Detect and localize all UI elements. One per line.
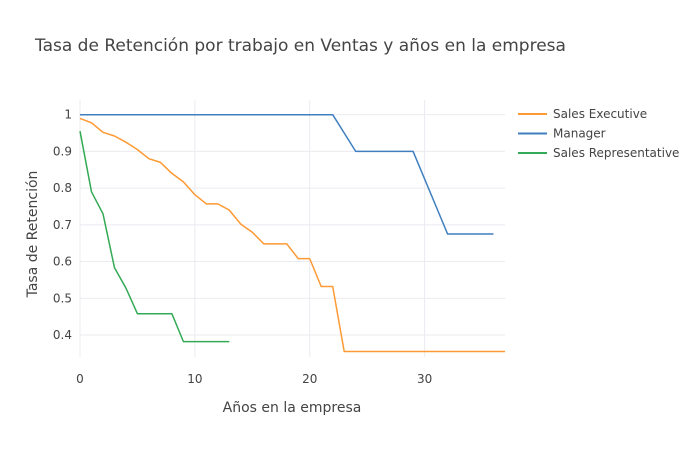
legend-item-manager[interactable]: Manager <box>518 127 606 141</box>
y-tick-label: 0.9 <box>53 144 72 158</box>
y-tick-label: 0.8 <box>53 181 72 195</box>
y-tick-label: 0.5 <box>53 291 72 305</box>
y-tick-label: 0.7 <box>53 218 72 232</box>
x-tick-label: 30 <box>417 372 432 386</box>
series-line-sales-executive[interactable] <box>79 117 505 353</box>
axis-ticks: 0.40.50.60.70.80.910 10 20 30 <box>53 108 432 386</box>
x-axis-title: Años en la empresa <box>223 400 362 416</box>
legend-item-sales-representative[interactable]: Sales Representative <box>518 146 679 160</box>
x-tick-label: 0 <box>76 372 84 386</box>
y-tick-label: 1 <box>64 108 72 122</box>
y-tick-label: 0.6 <box>53 255 72 269</box>
legend[interactable]: Sales Executive Manager Sales Representati… <box>518 107 679 160</box>
legend-label: Sales Executive <box>553 107 647 121</box>
series-line-sales-representative[interactable] <box>79 131 230 343</box>
y-tick-label: 0.4 <box>53 328 72 342</box>
legend-item-sales-executive[interactable]: Sales Executive <box>518 107 647 121</box>
gridlines <box>79 100 505 357</box>
y-axis-title: Tasa de Retención <box>25 171 41 299</box>
series-lines <box>79 113 505 353</box>
legend-label: Manager <box>553 127 606 141</box>
series-line-manager[interactable] <box>80 113 494 235</box>
x-tick-label: 20 <box>302 372 317 386</box>
chart-title: Tasa de Retención por trabajo en Ventas … <box>34 36 566 56</box>
legend-label: Sales Representative <box>553 146 679 160</box>
x-tick-label: 10 <box>187 372 202 386</box>
